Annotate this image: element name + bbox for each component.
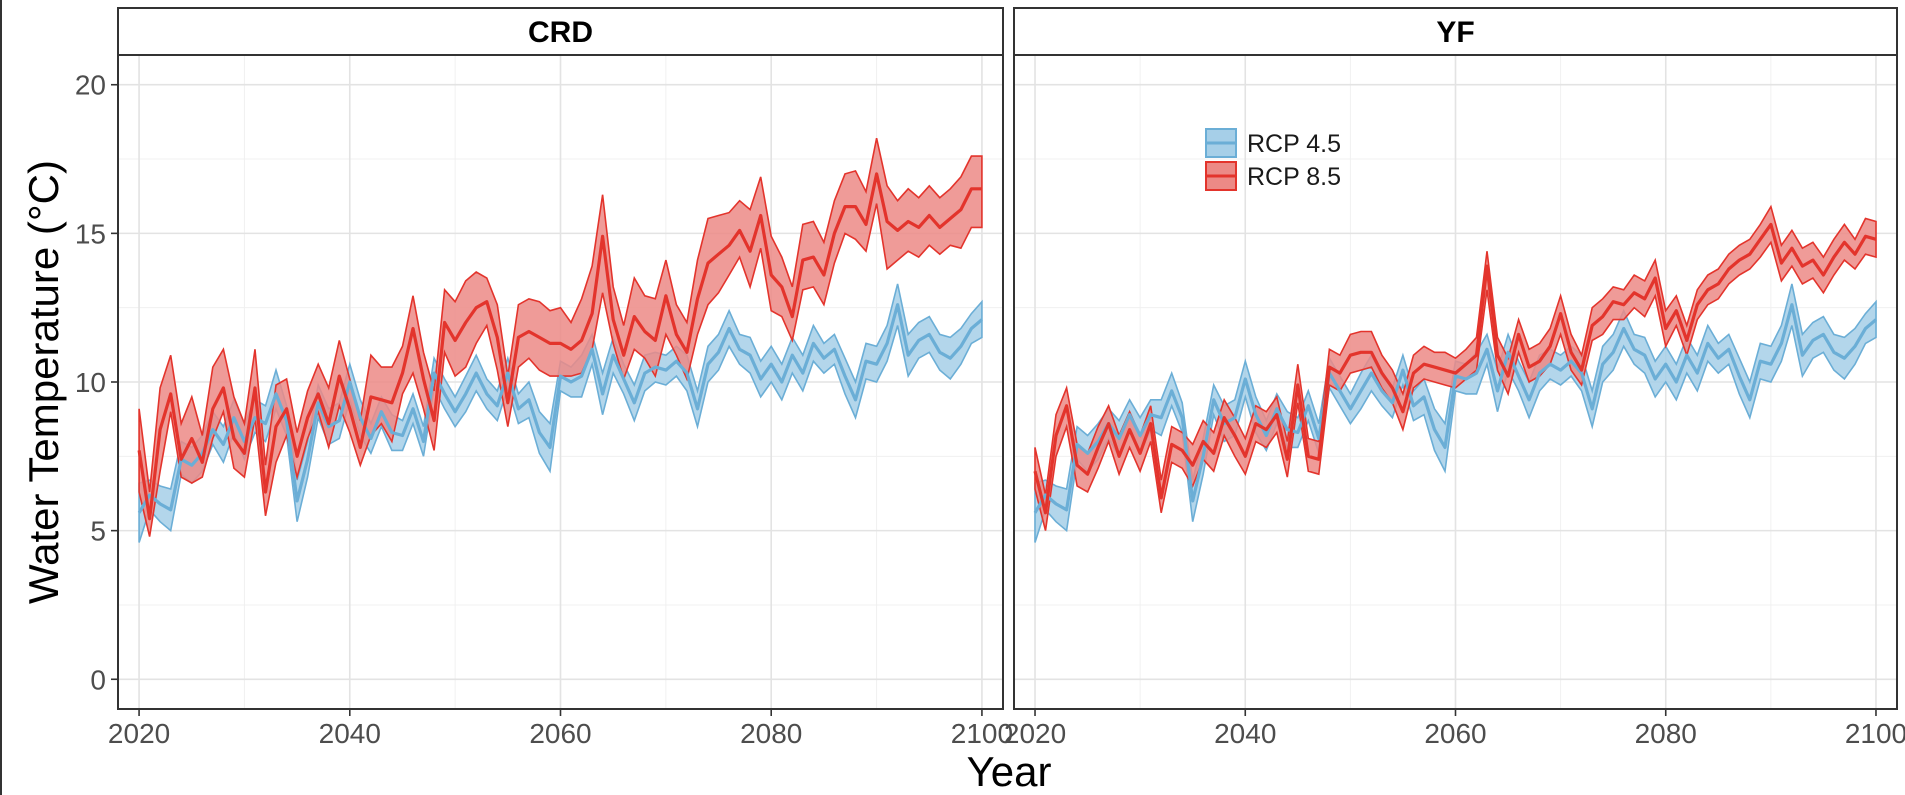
x-axis-title: Year [967,748,1052,795]
x-tick-label: 2040 [319,718,381,749]
grid-yf [1014,55,1897,709]
y-axis: 0 5 10 15 20 [75,70,118,695]
strip-title-yf: YF [1436,16,1474,49]
ribbon-rcp85-crd [138,138,983,537]
x-tick-label: 2100 [951,718,1013,749]
x-tick-label: 2060 [1424,718,1486,749]
ribbon-rcp45-yf [1034,283,1877,543]
strip-title-crd: CRD [528,16,593,49]
plot-crd [137,138,983,543]
y-tick-label: 5 [90,516,106,547]
ribbon-rcp45-crd [138,283,983,543]
y-axis-title: Water Temperature (°C) [20,160,67,604]
x-tick-label: 2060 [529,718,591,749]
line-rcp85-crd [137,172,982,521]
y-tick-label: 0 [90,664,106,695]
ribbon-rcp85-yf [1034,204,1877,531]
legend-label-rcp85: RCP 8.5 [1247,163,1341,191]
x-tick-label: 2020 [1004,718,1066,749]
y-tick-label: 20 [75,70,106,101]
line-rcp45-crd [137,303,983,514]
legend: RCP 4.5 RCP 8.5 [1205,128,1341,191]
x-ticks-crd: 2020 2040 2060 2080 2100 [108,709,1013,749]
panel-yf: YF 2020 2040 2060 2080 2100 [1004,7,1905,749]
x-tick-label: 2100 [1845,718,1905,749]
y-tick-label: 10 [75,367,106,398]
panel-crd: CRD 2020 2040 2060 2080 2100 [108,7,1013,749]
x-tick-label: 2080 [1635,718,1697,749]
x-tick-label: 2080 [740,718,802,749]
plot-yf [1033,204,1878,543]
y-tick-label: 15 [75,218,106,249]
legend-label-rcp45: RCP 4.5 [1247,130,1341,158]
x-tick-label: 2020 [108,718,170,749]
x-ticks-yf: 2020 2040 2060 2080 2100 [1004,709,1905,749]
line-rcp45-yf [1033,303,1878,514]
x-tick-label: 2040 [1214,718,1276,749]
line-rcp85-yf [1033,222,1877,515]
strip-crd [117,7,1004,56]
